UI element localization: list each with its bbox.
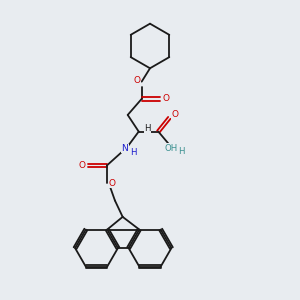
Text: O: O xyxy=(163,94,170,103)
Text: H: H xyxy=(144,124,151,133)
Text: O: O xyxy=(133,76,140,85)
Text: OH: OH xyxy=(164,144,177,153)
Text: H: H xyxy=(130,148,136,157)
Text: N: N xyxy=(122,144,128,153)
Text: O: O xyxy=(172,110,179,119)
Text: O: O xyxy=(109,179,116,188)
Text: H: H xyxy=(178,147,185,156)
Text: O: O xyxy=(78,161,85,170)
